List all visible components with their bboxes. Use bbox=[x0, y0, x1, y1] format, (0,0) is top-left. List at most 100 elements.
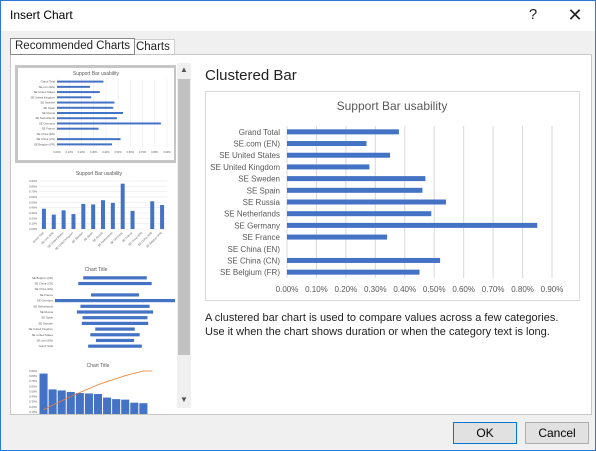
thumbnail-clustered-column[interactable]: Support Bar usability 0.90% 0.80% 0.70% 0.60… bbox=[17, 167, 175, 257]
thumbnail-clustered-bar[interactable]: Support Bar usability 0.00% 0.10% 0.20% 0.30… bbox=[15, 65, 176, 163]
funnel-bar bbox=[83, 276, 147, 280]
thumbnail-funnel[interactable]: Chart Title SE Belgium (FR) SE China (CN) S… bbox=[17, 263, 175, 353]
funnel-bar bbox=[82, 316, 148, 320]
x-tick-label: 0.10% bbox=[66, 150, 74, 154]
thumbnail-pareto[interactable]: Chart Title 0.90% 0.80% 0.70% 0.60% 0.50% 0.40… bbox=[17, 359, 175, 414]
ok-button[interactable]: OK bbox=[453, 422, 517, 444]
bar bbox=[287, 129, 399, 135]
column bbox=[120, 183, 125, 229]
bar bbox=[57, 143, 112, 146]
x-tick-label: 0.90% bbox=[163, 150, 171, 154]
category-label: SE Sweden bbox=[38, 321, 53, 325]
chart-thumbnail-list[interactable]: Support Bar usability 0.00% 0.10% 0.20% 0.30… bbox=[11, 55, 176, 414]
clustered-bar-chart: Support Bar usability 0.00% 0.10% 0.20% 0.30… bbox=[210, 99, 563, 294]
y-tick-label: 0.20% bbox=[29, 216, 37, 220]
bar bbox=[287, 234, 388, 240]
category-label: SE China (EN) bbox=[228, 245, 281, 254]
y-tick-label: 0.20% bbox=[29, 405, 37, 409]
bar bbox=[287, 141, 367, 147]
x-tick-label: 0.20% bbox=[335, 285, 358, 294]
column bbox=[101, 200, 105, 229]
column bbox=[110, 202, 115, 229]
funnel-bar bbox=[80, 304, 150, 308]
bar bbox=[57, 80, 104, 83]
bar bbox=[57, 112, 123, 114]
category-label: SE Belgium (FR) bbox=[34, 142, 55, 146]
help-button[interactable]: ? bbox=[528, 6, 538, 23]
column bbox=[71, 214, 76, 229]
thumbnail-title: Chart Title bbox=[85, 267, 108, 273]
column bbox=[81, 203, 86, 229]
pareto-bar bbox=[39, 373, 48, 414]
x-tick-label: 0.10% bbox=[305, 285, 328, 294]
x-tick-label: 0.40% bbox=[102, 150, 110, 154]
bar bbox=[287, 269, 420, 275]
cancel-button[interactable]: Cancel bbox=[525, 422, 589, 444]
pareto-cumulative-line bbox=[43, 370, 153, 411]
y-tick-label: 0.60% bbox=[29, 384, 37, 388]
pareto-bar bbox=[75, 392, 84, 414]
funnel-bar bbox=[88, 344, 142, 348]
column bbox=[91, 204, 96, 229]
column bbox=[130, 210, 135, 229]
x-tick-label: 0.20% bbox=[78, 150, 86, 154]
x-tick-label: 0.80% bbox=[511, 285, 534, 294]
column bbox=[51, 214, 56, 229]
category-label: Grand Total bbox=[239, 128, 280, 137]
category-label: SE Belgium (FR) bbox=[220, 268, 280, 277]
x-tick-label: 0.60% bbox=[452, 285, 475, 294]
bar bbox=[57, 85, 90, 88]
bar bbox=[57, 117, 117, 120]
pareto-bar bbox=[84, 393, 93, 414]
x-tick-label: 0.70% bbox=[482, 285, 505, 294]
pareto-thumbnail-chart: Chart Title 0.90%0.80%0.70%0.60%0.50% 0.40… bbox=[29, 363, 153, 414]
bar bbox=[287, 222, 538, 228]
pareto-bar bbox=[57, 390, 66, 414]
bar bbox=[287, 199, 446, 205]
bar bbox=[287, 187, 423, 193]
bar bbox=[57, 122, 161, 125]
pareto-bar bbox=[139, 403, 148, 414]
bar bbox=[57, 138, 121, 141]
funnel-bar bbox=[55, 299, 175, 303]
bar bbox=[287, 176, 426, 182]
category-label: SE China (EN) bbox=[37, 132, 55, 136]
funnel-bar bbox=[81, 321, 149, 325]
y-tick-label: 0.50% bbox=[29, 389, 37, 393]
y-tick-label: 0.90% bbox=[29, 179, 37, 183]
category-label: SE Spain bbox=[83, 231, 94, 242]
bar bbox=[57, 91, 100, 94]
category-label: SE Spain bbox=[41, 316, 53, 320]
scroll-up-arrow-icon[interactable]: ▲ bbox=[180, 65, 188, 74]
scroll-thumb[interactable] bbox=[178, 79, 190, 355]
close-button[interactable]: ✕ bbox=[567, 5, 583, 25]
column bbox=[41, 208, 46, 229]
clustered-column-thumbnail-chart: Support Bar usability 0.90%0.80% 0.70%0.60… bbox=[29, 171, 167, 251]
category-label: SE Russia bbox=[40, 310, 54, 314]
x-tick-label: 0.00% bbox=[276, 285, 299, 294]
thumbnail-scrollbar[interactable]: ▲ ▼ bbox=[177, 63, 191, 408]
y-tick-label: 0.10% bbox=[29, 222, 37, 226]
category-label: SE Germany bbox=[39, 121, 56, 125]
scroll-down-arrow-icon[interactable]: ▼ bbox=[180, 395, 188, 404]
funnel-bar bbox=[95, 338, 135, 343]
tab-recommended-charts[interactable]: Recommended Charts bbox=[10, 38, 136, 55]
category-label: SE China (CN) bbox=[35, 282, 54, 286]
pareto-bar bbox=[112, 399, 121, 414]
pareto-bar bbox=[93, 394, 103, 414]
pareto-bar bbox=[121, 399, 130, 414]
category-label: SE United States bbox=[34, 90, 56, 94]
bar bbox=[287, 152, 391, 158]
chart-preview: Support Bar usability 0.00% 0.10% 0.20% 0.30… bbox=[205, 91, 580, 301]
pareto-bar bbox=[130, 402, 139, 414]
category-label: SE.com (EN) bbox=[37, 338, 53, 342]
x-tick-label: 0.70% bbox=[139, 150, 147, 154]
x-tick-label: 0.40% bbox=[393, 285, 416, 294]
x-tick-label: 0.00% bbox=[53, 150, 61, 154]
thumbnail-title: Support Bar usability bbox=[76, 171, 123, 177]
bar bbox=[57, 101, 115, 104]
category-label: SE.com (EN) bbox=[39, 85, 55, 89]
pareto-bar bbox=[66, 391, 75, 414]
category-label: SE Germany bbox=[234, 221, 280, 230]
